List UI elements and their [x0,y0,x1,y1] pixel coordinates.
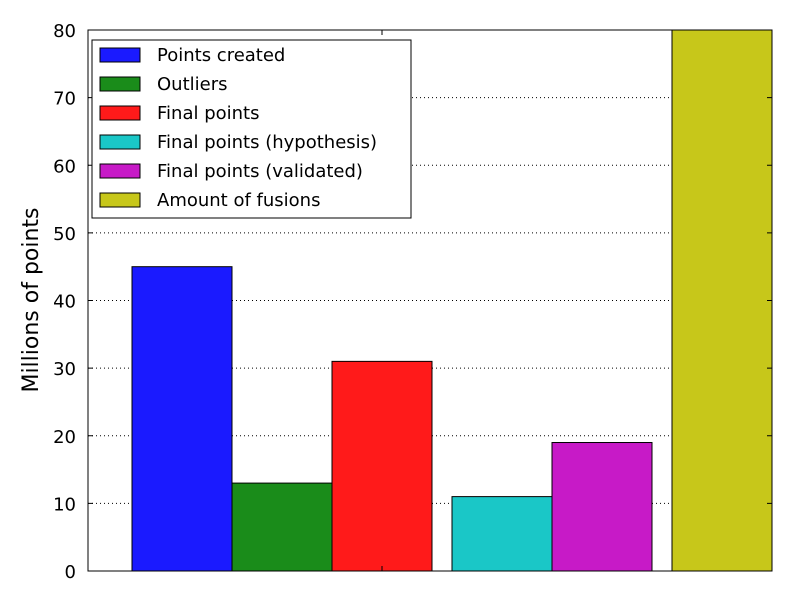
y-axis-label: Millions of points [19,207,44,392]
legend-swatch [99,105,141,121]
y-tick-label: 10 [53,494,76,515]
y-tick-label: 20 [53,427,76,448]
legend-label: Amount of fusions [157,190,320,211]
legend-label: Final points (hypothesis) [157,132,377,153]
bar-outliers [231,482,333,572]
bar-final-points-hypothesis [451,496,553,572]
legend-items: Points created Outliers Final points Final … [99,45,377,211]
legend: Points created Outliers Final points Final … [91,39,412,219]
legend-label: Final points [157,103,260,124]
bars [131,29,773,572]
legend-swatch [99,76,141,92]
legend-label: Final points (validated) [157,161,363,182]
legend-swatch [99,134,141,150]
y-tick-label: 40 [53,292,76,313]
legend-swatch [99,47,141,63]
bar-points-created [131,266,233,572]
y-tick-label: 80 [53,21,76,42]
y-tick-label: 30 [53,359,76,380]
legend-swatch [99,163,141,179]
legend-label: Points created [157,45,285,66]
bar-final-points [331,360,433,572]
y-tick-label: 70 [53,89,76,110]
y-tick-label: 0 [65,562,76,583]
legend-label: Outliers [157,74,228,95]
bar-final-points-validated [551,442,653,572]
axis-ticks: 0 10 20 30 40 50 60 70 80 [53,21,772,583]
legend-swatch [99,192,141,208]
y-tick-label: 50 [53,224,76,245]
legend-box [91,39,412,219]
bar-amount-of-fusions [671,29,773,572]
y-tick-label: 60 [53,156,76,177]
